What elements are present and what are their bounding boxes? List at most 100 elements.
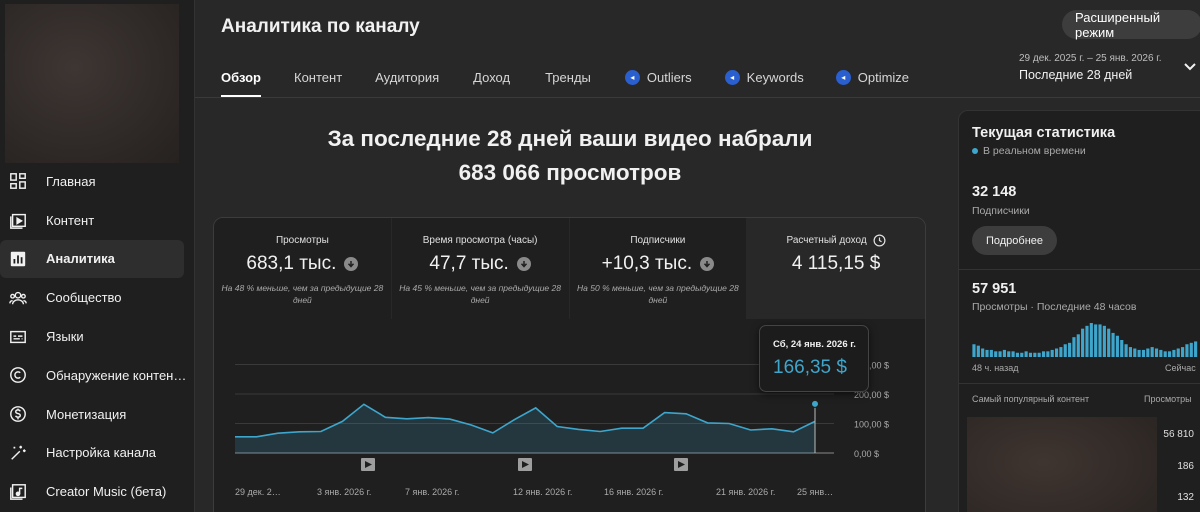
arrow-down-icon: [700, 257, 715, 271]
realtime-bar: [1072, 337, 1076, 357]
realtime-bar: [994, 351, 998, 357]
y-tick-label: 0,00 $: [854, 449, 879, 459]
sidebar-item-customization[interactable]: Настройка канала: [0, 434, 195, 473]
extension-badge-icon: ◂: [724, 70, 740, 85]
panel-divider: [959, 269, 1200, 270]
highlight-point[interactable]: [811, 399, 819, 408]
tab-outliers[interactable]: ◂ Outliers: [624, 60, 692, 97]
realtime-bar: [972, 344, 976, 357]
realtime-bar: [1063, 344, 1067, 357]
x-tick-label: 7 янв. 2026 г.: [405, 487, 459, 497]
more-details-button[interactable]: Подробнее: [972, 226, 1057, 255]
tab-label: Доход: [473, 70, 511, 85]
realtime-bar: [998, 351, 1002, 357]
metric-watch-time[interactable]: Время просмотра (часы) 47,7 тыс. На 45 %…: [391, 218, 570, 319]
sidebar-item-label: Настройка канала: [46, 445, 157, 461]
realtime-bar: [1089, 323, 1093, 357]
sidebar-nav: Главная Контент Аналитика Сообщество Язы…: [0, 162, 195, 511]
sidebar-item-monetization[interactable]: Монетизация: [0, 395, 195, 434]
x-tick-label: 16 янв. 2026 г.: [604, 487, 663, 497]
metric-value-row: 4 115,15 $: [747, 253, 925, 275]
realtime-bar: [1194, 341, 1198, 357]
chart-tooltip: Сб, 24 янв. 2026 г. 166,35 $: [759, 325, 869, 392]
sidebar-item-analytics[interactable]: Аналитика: [0, 239, 184, 279]
realtime-bar: [1189, 342, 1193, 357]
x-tick-label: 21 янв. 2026 г.: [716, 487, 775, 497]
header-divider: [195, 97, 1200, 98]
subscribers-count: 32 148: [972, 184, 1017, 200]
tab-overview[interactable]: Обзор: [221, 60, 261, 97]
play-icon: [678, 461, 685, 468]
popular-video-thumbnail[interactable]: [967, 417, 1157, 512]
realtime-bar: [1111, 332, 1115, 357]
subtitles-icon: [8, 327, 28, 347]
metric-value-row: 47,7 тыс.: [392, 253, 569, 275]
tab-trends[interactable]: Тренды: [545, 60, 591, 97]
metric-label: Время просмотра (часы): [422, 234, 538, 246]
realtime-bar: [1176, 348, 1180, 357]
x-tick-label: 25 янв…: [797, 487, 833, 497]
monetization-icon: [8, 404, 28, 424]
chevron-down-icon[interactable]: [1183, 62, 1197, 72]
popular-count: 132: [1177, 492, 1194, 503]
realtime-bar: [985, 349, 989, 357]
realtime-bar: [1015, 352, 1020, 357]
play-icon: [365, 461, 372, 468]
realtime-bar: [1128, 347, 1133, 357]
metric-value: 683,1 тыс.: [246, 253, 337, 274]
period-label[interactable]: Последние 28 дней: [1019, 68, 1133, 82]
tab-label: Тренды: [545, 70, 591, 85]
tab-label: Optimize: [857, 70, 910, 85]
metric-label: Подписчики: [630, 234, 686, 246]
realtime-bar: [1037, 352, 1041, 357]
sidebar-item-content-detection[interactable]: Обнаружение контен…: [0, 356, 195, 395]
channel-avatar[interactable]: [5, 4, 179, 163]
revenue-chart[interactable]: 0,00 $ 100,00 $ 200,00 $ 300,00 $ 29 дек. 2……: [214, 319, 926, 512]
realtime-bar: [976, 345, 980, 357]
realtime-bar: [1137, 349, 1141, 357]
metric-label-row: Расчетный доход: [747, 233, 925, 247]
metric-subscribers[interactable]: Подписчики +10,3 тыс. На 50 % меньше, че…: [569, 218, 748, 319]
content-icon: [8, 210, 28, 230]
bars-axis-right: Сейчас: [1165, 363, 1196, 373]
realtime-bar: [1068, 342, 1072, 357]
extension-badge-icon: ◂: [624, 70, 640, 85]
sidebar-item-home[interactable]: Главная: [0, 162, 195, 201]
tab-keywords[interactable]: ◂ Keywords: [724, 60, 804, 97]
tooltip-value: 166,35 $: [773, 357, 847, 378]
realtime-bar: [1167, 351, 1172, 357]
tab-revenue[interactable]: Доход: [473, 60, 510, 97]
metric-value: 47,7 тыс.: [429, 253, 509, 274]
advanced-mode-button[interactable]: Расширенный режим: [1062, 10, 1200, 40]
page-title: Аналитика по каналу: [221, 16, 420, 37]
sidebar-item-community[interactable]: Сообщество: [0, 278, 195, 317]
sidebar-item-creator-music[interactable]: Creator Music (бета): [0, 472, 195, 511]
realtime-bar: [1054, 348, 1059, 357]
views-count: 57 951: [972, 281, 1017, 297]
realtime-bar: [1007, 351, 1011, 357]
sidebar-item-content[interactable]: Контент: [0, 201, 195, 240]
arrow-down-icon: [344, 257, 359, 271]
realtime-bar: [1185, 344, 1189, 357]
realtime-views-bar-chart[interactable]: [972, 323, 1198, 357]
metric-revenue[interactable]: Расчетный доход 4 115,15 $: [747, 218, 925, 319]
metric-views[interactable]: Просмотры 683,1 тыс. На 48 % меньше, чем…: [214, 218, 392, 319]
live-dot-icon: [972, 148, 978, 154]
y-tick-label: 300,00 $: [854, 361, 889, 371]
metric-tabs: Просмотры 683,1 тыс. На 48 % меньше, чем…: [214, 218, 925, 319]
tab-audience[interactable]: Аудитория: [375, 60, 439, 97]
sidebar-item-label: Контент: [46, 212, 95, 228]
tab-optimize[interactable]: ◂ Optimize: [835, 60, 910, 97]
realtime-bar: [1150, 347, 1154, 357]
date-range-text[interactable]: 29 дек. 2025 г. – 25 янв. 2026 г.: [1019, 53, 1162, 64]
realtime-bar: [1085, 325, 1089, 357]
series-area: [235, 404, 815, 453]
sidebar-item-languages[interactable]: Языки: [0, 317, 195, 356]
series-line: [235, 403, 816, 438]
realtime-bar: [1059, 347, 1063, 357]
tab-content[interactable]: Контент: [294, 60, 342, 97]
realtime-bar: [1133, 348, 1137, 357]
extension-badge-icon: ◂: [835, 70, 851, 85]
realtime-bar: [989, 349, 993, 357]
sidebar-item-label: Монетизация: [46, 406, 127, 422]
